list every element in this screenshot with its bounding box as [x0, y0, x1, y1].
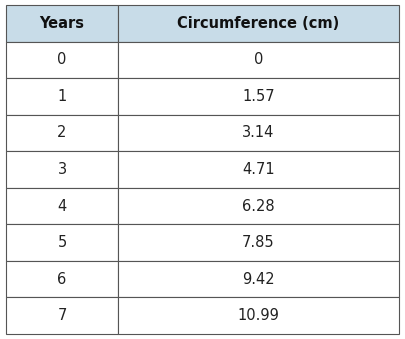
- Bar: [6, 261, 118, 297]
- Bar: [6, 297, 118, 334]
- Text: Circumference (cm): Circumference (cm): [177, 16, 340, 31]
- Text: 4.71: 4.71: [242, 162, 275, 177]
- Text: 0: 0: [254, 53, 263, 67]
- Bar: [118, 297, 399, 334]
- Text: 2: 2: [58, 125, 67, 140]
- Bar: [118, 115, 399, 151]
- Text: 1.57: 1.57: [242, 89, 275, 104]
- Text: 7: 7: [58, 308, 67, 323]
- Bar: [6, 151, 118, 188]
- Bar: [6, 188, 118, 224]
- Bar: [118, 224, 399, 261]
- Bar: [6, 115, 118, 151]
- Text: 4: 4: [58, 199, 67, 214]
- Bar: [118, 151, 399, 188]
- Bar: [6, 42, 118, 78]
- Text: 7.85: 7.85: [242, 235, 275, 250]
- Text: 6.28: 6.28: [242, 199, 275, 214]
- Bar: [118, 42, 399, 78]
- Bar: [118, 188, 399, 224]
- Text: 1: 1: [58, 89, 67, 104]
- Bar: [6, 224, 118, 261]
- Text: 10.99: 10.99: [238, 308, 279, 323]
- Text: 3.14: 3.14: [242, 125, 275, 140]
- Bar: [118, 5, 399, 42]
- Bar: [118, 261, 399, 297]
- Text: 5: 5: [58, 235, 67, 250]
- Text: 6: 6: [58, 272, 67, 286]
- Text: 0: 0: [58, 53, 67, 67]
- Bar: [118, 78, 399, 115]
- Text: Years: Years: [40, 16, 85, 31]
- Text: 9.42: 9.42: [242, 272, 275, 286]
- Bar: [6, 5, 118, 42]
- Bar: [6, 78, 118, 115]
- Text: 3: 3: [58, 162, 66, 177]
